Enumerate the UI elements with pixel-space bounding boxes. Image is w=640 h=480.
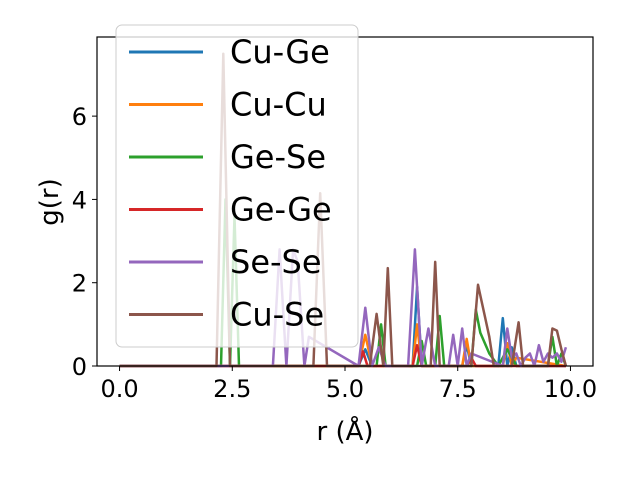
legend-label-cu-ge: Cu-Ge [230,33,330,71]
y-tick-label: 6 [72,103,87,131]
x-tick-label: 7.5 [439,375,477,403]
x-axis: 0.0 2.5 5.0 7.5 10.0 [100,366,597,403]
legend: Cu-Ge Cu-Cu Ge-Se Ge-Ge Se-Se Cu-Se [115,24,359,348]
legend-label-cu-se: Cu-Se [230,296,324,334]
legend-label-se-se: Se-Se [230,243,322,281]
y-tick-label: 4 [72,186,87,214]
y-tick-label: 0 [72,353,87,381]
x-axis-label: r (Å) [316,415,373,447]
x-tick-label: 10.0 [544,375,597,403]
x-tick-label: 5.0 [326,375,364,403]
x-tick-label: 0.0 [100,375,138,403]
legend-label-ge-ge: Ge-Ge [230,191,332,229]
legend-label-cu-cu: Cu-Cu [230,86,327,124]
y-tick-label: 2 [72,270,87,298]
y-axis-label: g(r) [35,178,65,225]
y-axis: 0 2 4 6 [72,103,97,381]
series-line-se-se [119,248,568,368]
legend-label-ge-se: Ge-Se [230,138,326,176]
x-tick-label: 2.5 [213,375,251,403]
